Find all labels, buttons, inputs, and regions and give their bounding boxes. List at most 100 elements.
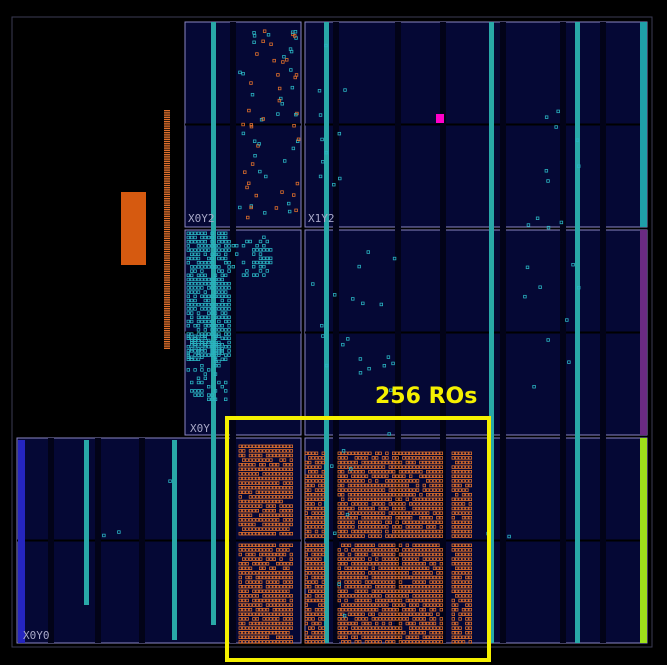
cell <box>458 460 462 465</box>
cell <box>304 631 308 635</box>
cell <box>415 543 420 547</box>
cell <box>241 598 246 603</box>
cell <box>258 640 263 644</box>
cell <box>279 543 283 547</box>
cell <box>193 231 197 235</box>
cell <box>220 328 224 332</box>
cell <box>378 612 382 616</box>
cell <box>439 608 443 612</box>
cell <box>238 485 242 490</box>
cell <box>223 286 228 290</box>
cell <box>347 492 352 497</box>
cell <box>337 534 341 538</box>
cell <box>378 465 382 469</box>
cell <box>275 598 280 603</box>
cell <box>468 603 472 607</box>
cell <box>241 260 246 265</box>
cell <box>425 598 430 603</box>
cell <box>415 479 420 483</box>
cell <box>391 479 396 483</box>
cell <box>538 285 542 289</box>
cell <box>439 492 443 497</box>
cell <box>311 282 315 286</box>
cell <box>357 502 362 506</box>
cell <box>451 506 455 511</box>
cell <box>402 465 406 469</box>
cell <box>436 506 440 511</box>
cell <box>248 490 253 494</box>
cell <box>398 580 403 584</box>
cell <box>247 181 251 185</box>
cell <box>304 594 308 598</box>
cell <box>368 469 372 474</box>
cell <box>432 640 437 644</box>
cell <box>210 281 214 286</box>
cell <box>217 340 221 345</box>
cell <box>429 506 433 511</box>
cell <box>200 269 204 273</box>
cell <box>186 355 190 359</box>
cell <box>220 298 224 303</box>
cell <box>289 543 293 547</box>
cell <box>458 562 462 566</box>
cell <box>293 34 297 38</box>
cell <box>415 594 420 598</box>
cell <box>189 290 194 294</box>
cell <box>318 497 322 501</box>
cell <box>391 612 396 616</box>
cell <box>381 571 386 575</box>
cell <box>318 552 322 557</box>
cell <box>262 485 266 490</box>
cell <box>354 635 358 639</box>
cell <box>344 631 348 635</box>
cell <box>282 495 287 499</box>
cell <box>206 323 211 328</box>
cell <box>468 456 472 460</box>
cell <box>361 534 365 538</box>
io-pin <box>164 129 170 132</box>
cell <box>340 594 345 598</box>
cell <box>254 193 258 198</box>
cell <box>255 640 259 644</box>
cell <box>275 621 280 626</box>
cell <box>381 497 386 501</box>
cell <box>351 571 355 575</box>
cell <box>282 476 287 481</box>
cell <box>565 318 569 322</box>
cell <box>206 277 211 282</box>
io-pin <box>164 347 170 349</box>
cell <box>405 456 409 460</box>
cell <box>412 488 416 492</box>
cell <box>532 385 536 389</box>
cell <box>351 557 355 561</box>
cell <box>388 497 392 501</box>
cell <box>391 562 396 566</box>
cell <box>368 640 372 644</box>
io-pin <box>164 220 170 222</box>
cell <box>252 589 256 593</box>
cell <box>217 235 221 240</box>
cell <box>269 499 273 504</box>
cell <box>206 332 211 336</box>
cell <box>429 460 433 465</box>
cell <box>217 323 221 328</box>
cell <box>458 571 462 575</box>
cell <box>395 474 399 478</box>
cell <box>415 612 420 616</box>
cell <box>391 575 396 580</box>
cell <box>398 465 403 469</box>
cell <box>391 626 396 630</box>
cell <box>213 323 218 328</box>
cell <box>255 499 259 504</box>
cell <box>193 349 197 353</box>
cell <box>217 349 221 353</box>
cell <box>252 580 256 584</box>
clock-column-3 <box>575 22 580 643</box>
cell <box>354 465 358 469</box>
cell <box>220 277 224 282</box>
cell <box>439 511 443 515</box>
cell <box>220 290 224 294</box>
io-pin <box>164 303 170 305</box>
cell <box>385 594 389 598</box>
